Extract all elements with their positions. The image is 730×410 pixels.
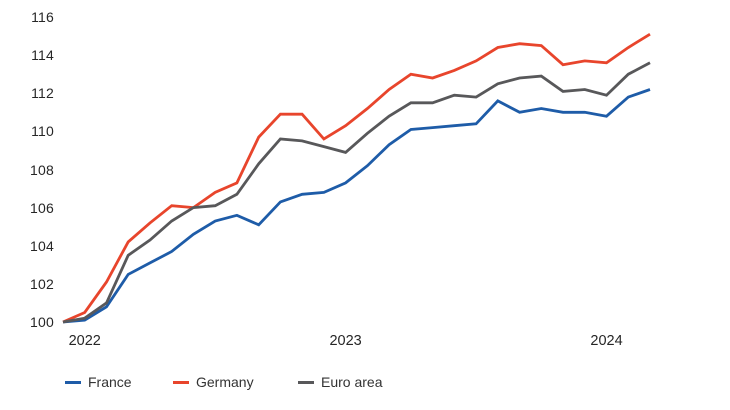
y-axis-tick-label: 106 (30, 199, 54, 216)
y-axis-tick-label: 104 (30, 237, 54, 254)
legend-item-euro-area: Euro area (298, 374, 382, 390)
y-axis-tick-label: 110 (31, 123, 54, 140)
y-axis-tick-label: 100 (30, 314, 54, 330)
euro-area-line-swatch-icon (298, 380, 314, 384)
germany-line-swatch-icon (173, 380, 189, 384)
legend-label-euro-area: Euro area (321, 374, 383, 390)
x-axis-tick-label: 2023 (329, 333, 362, 349)
series-line-france (62, 88, 651, 324)
y-axis-tick-label: 114 (31, 47, 54, 64)
y-axis-tick-label: 102 (30, 275, 54, 292)
legend-label-france: France (88, 374, 132, 390)
legend-item-france: France (65, 374, 132, 390)
x-axis-tick-label: 2022 (68, 333, 101, 349)
y-axis-tick-label: 116 (31, 9, 54, 26)
france-line-swatch-icon (65, 380, 81, 384)
series-line-germany (62, 33, 651, 324)
y-axis-tick-label: 108 (30, 161, 54, 178)
legend-item-germany: Germany (173, 374, 254, 390)
series-line-euro-area (62, 61, 651, 324)
x-axis-tick-label: 2024 (590, 333, 623, 349)
legend-label-germany: Germany (196, 374, 254, 390)
y-axis-tick-label: 112 (31, 85, 54, 102)
